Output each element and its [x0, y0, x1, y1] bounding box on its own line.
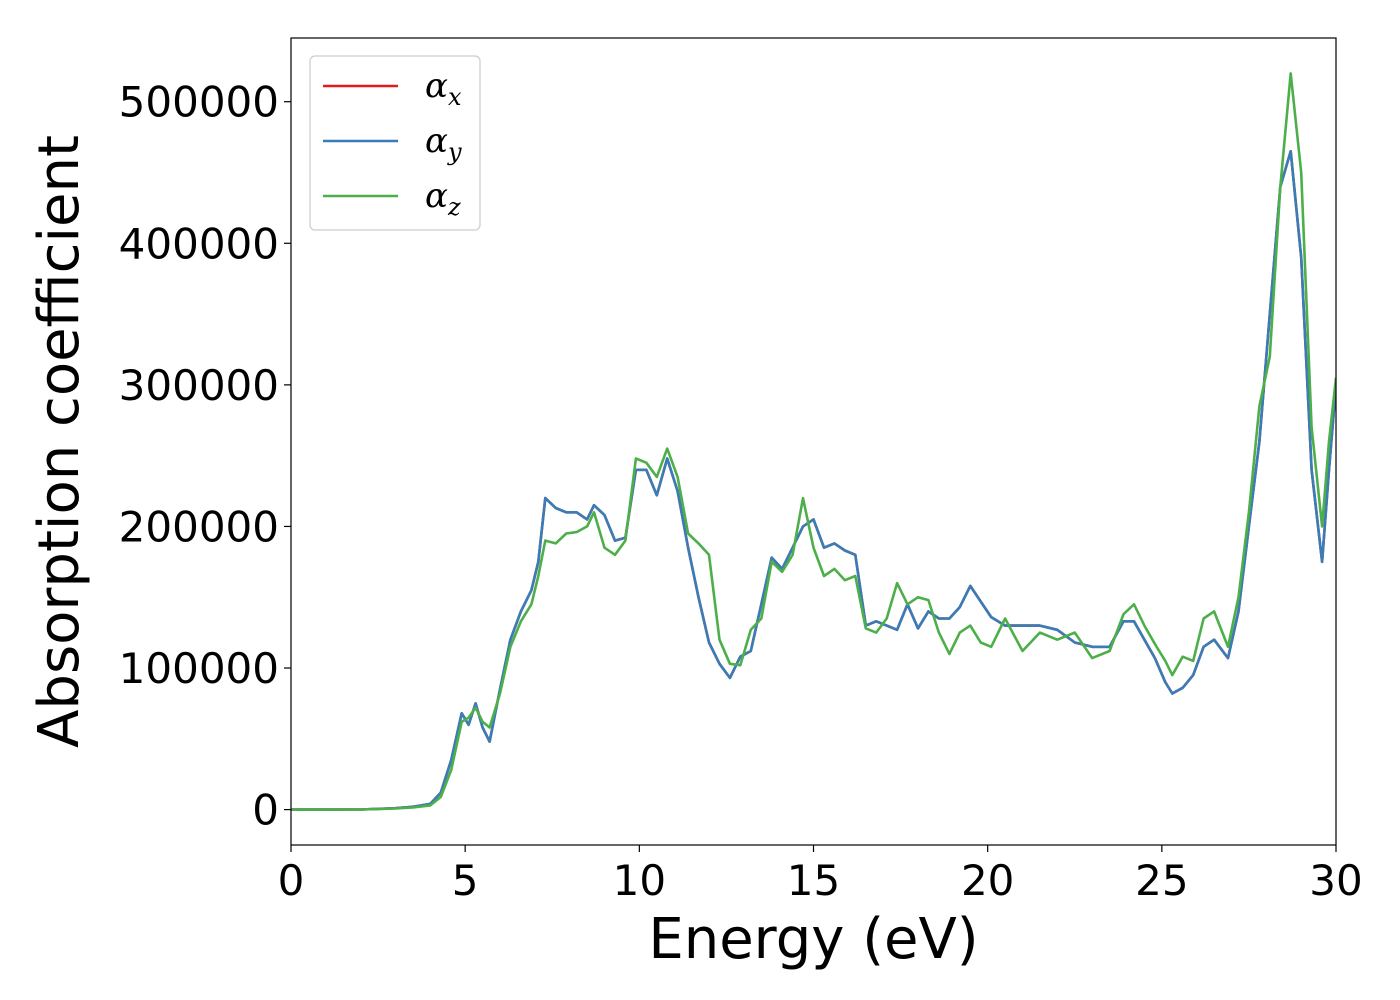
y-tick-label: 100000 — [119, 644, 279, 693]
legend: αx αy αz — [309, 55, 481, 231]
y-tick-label: 300000 — [119, 361, 279, 410]
series-line-2 — [291, 150, 1336, 811]
legend-label-2: αy — [425, 121, 462, 166]
legend-box — [309, 55, 481, 231]
x-axis-title: Energy (eV) — [648, 907, 978, 972]
series-line-3 — [291, 72, 1336, 811]
legend-label-1: αx — [425, 66, 462, 111]
x-tick-label: 20 — [961, 856, 1014, 905]
series-lines — [291, 72, 1336, 811]
y-axis-title: Absorption coefficient — [27, 135, 92, 748]
x-tick-label: 15 — [787, 856, 840, 905]
x-tick-label: 25 — [1135, 856, 1188, 905]
y-tick-label: 400000 — [119, 219, 279, 268]
x-tick-label: 10 — [613, 856, 666, 905]
x-tick-label: 30 — [1309, 856, 1362, 905]
legend-label-3: αz — [425, 176, 461, 221]
y-tick-label: 0 — [252, 786, 279, 835]
x-tick-label: 5 — [452, 856, 479, 905]
axes: 0 5 10 15 20 25 30 0 100000 200000 300000 400000 500… — [119, 37, 1363, 905]
y-tick-label: 200000 — [119, 502, 279, 551]
series-line-1 — [291, 150, 1336, 811]
y-tick-label: 500000 — [119, 78, 279, 127]
x-tick-label: 0 — [278, 856, 305, 905]
